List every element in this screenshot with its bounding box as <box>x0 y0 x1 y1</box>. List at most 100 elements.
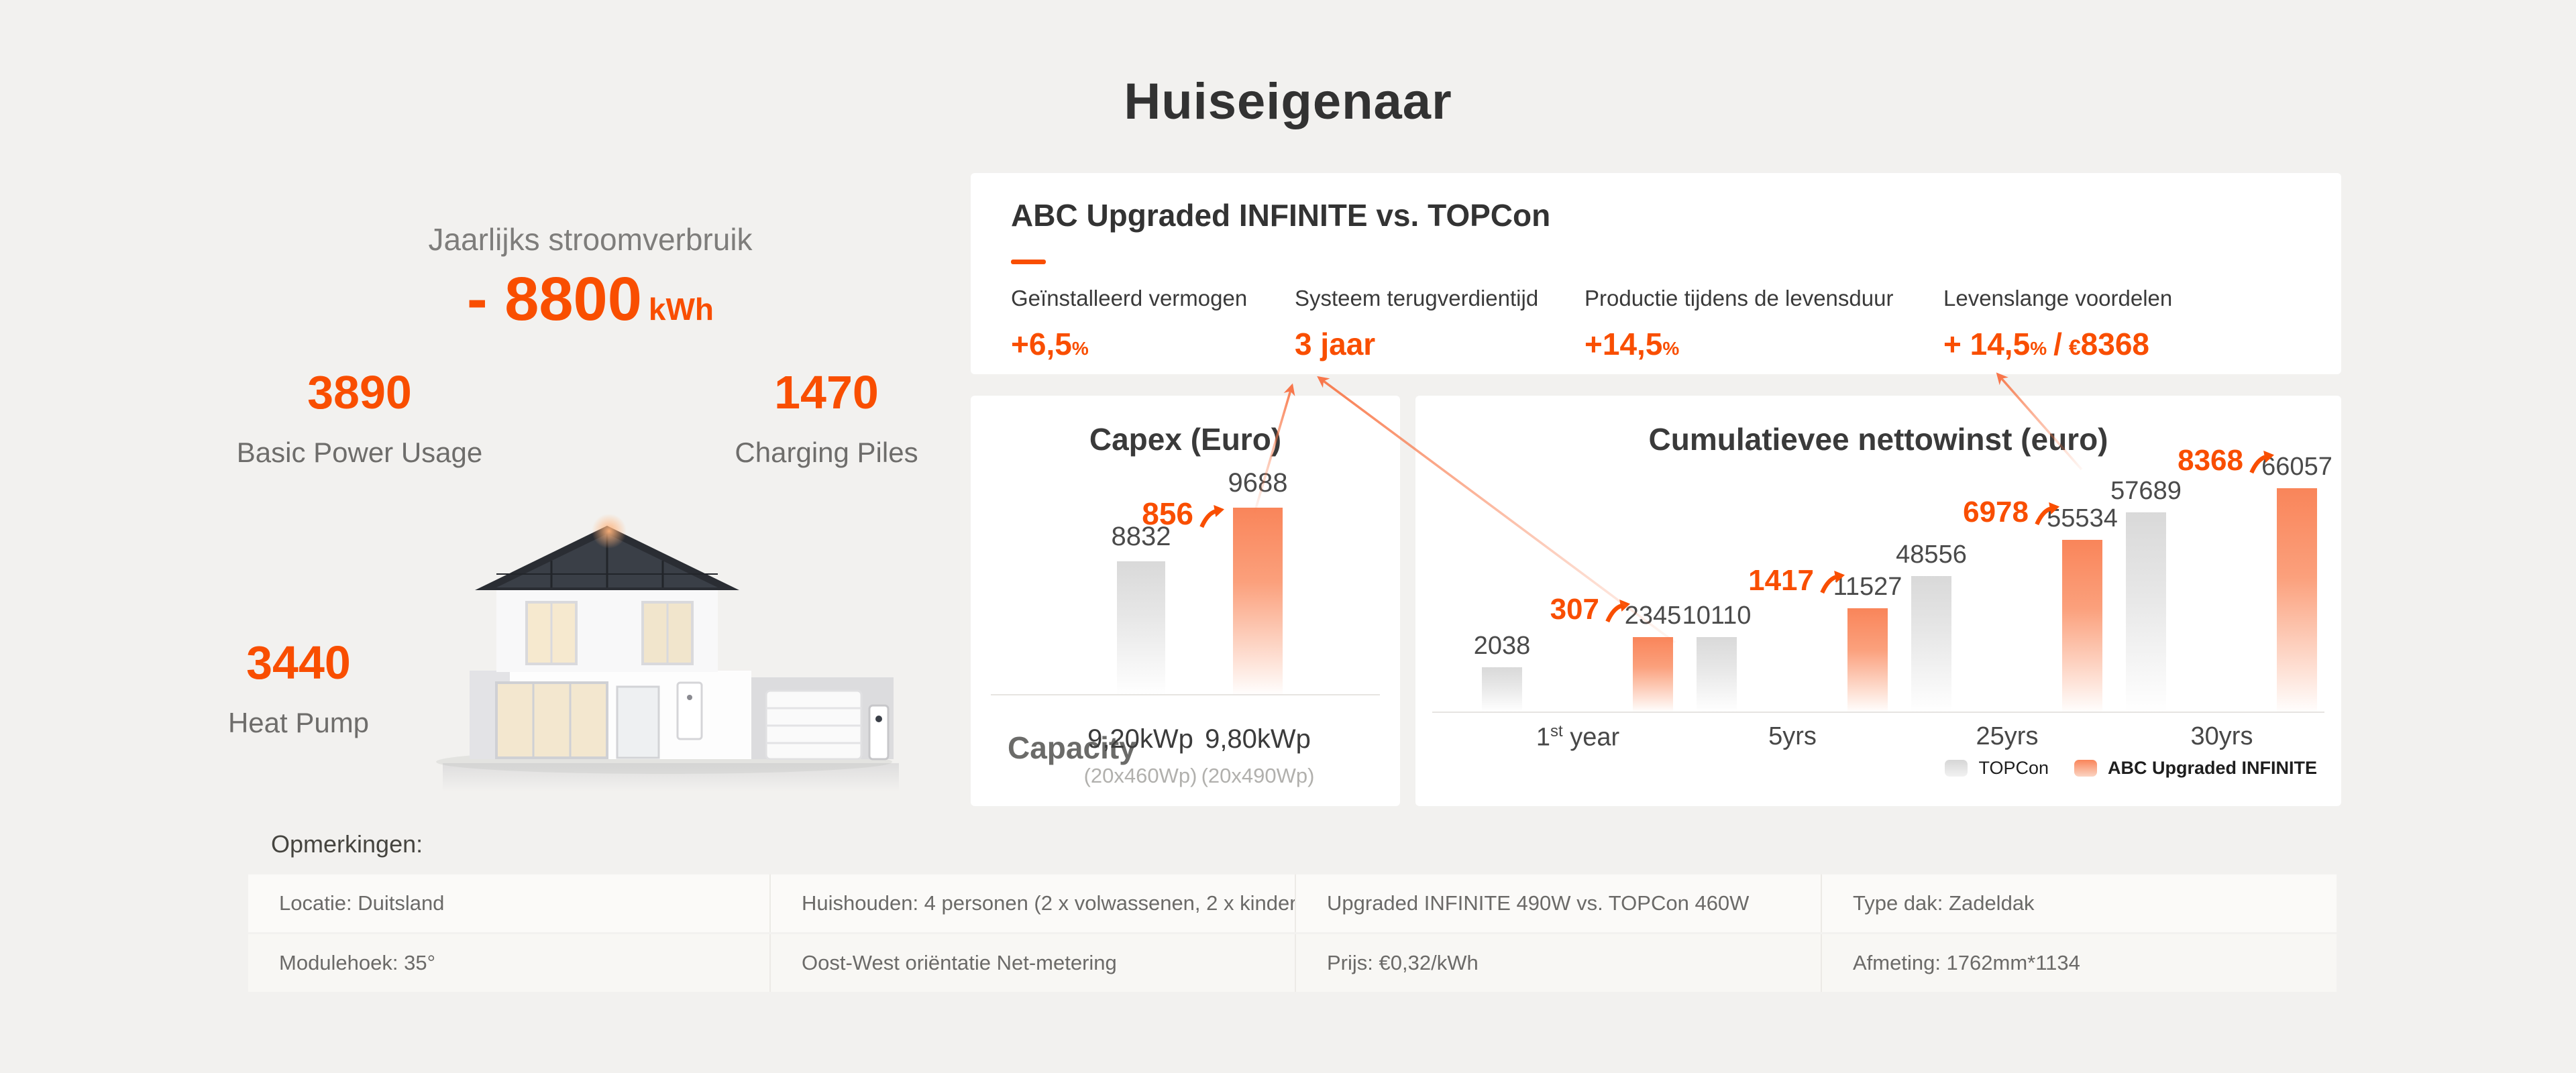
stat-value: 3890 <box>307 366 412 418</box>
annual-consumption-title: Jaarlijks stroomverbruik <box>428 222 753 257</box>
consumption-number: - 8800 <box>467 265 642 333</box>
x-label-5yrs: 5yrs <box>1768 722 1817 750</box>
notes-table: Locatie: Duitsland Huishouden: 4 persone… <box>248 874 2337 994</box>
note-cell-household: Huishouden: 4 personen (2 x volwassenen,… <box>769 874 1295 932</box>
metric-label: Geïnstalleerd vermogen <box>1011 286 1248 310</box>
topcon-bar <box>1117 561 1165 694</box>
abc-bar <box>1233 508 1283 694</box>
note-cell-location: Locatie: Duitsland <box>279 891 445 915</box>
bar-value-abc: 11527 <box>1833 573 1902 601</box>
trend-up-arrow-icon <box>1820 571 1845 594</box>
stat-basic-power: 3890 Basic Power Usage <box>212 365 507 469</box>
profit-bar-group-30yrs: 57689 66057 8368 <box>2110 396 2332 712</box>
consumption-unit: kWh <box>648 292 714 327</box>
chart-legend: TOPCon ABC Upgraded INFINITE <box>1945 758 2317 779</box>
annual-consumption-value: - 8800 kWh <box>376 264 805 335</box>
abc-bar <box>2277 488 2317 712</box>
note-cell-price: Prijs: €0,32/kWh <box>1295 934 1821 992</box>
capacity-value: 9,80kWp <box>1205 724 1311 754</box>
metric-value: +6,5 <box>1011 327 1072 361</box>
bar-value-topcon: 57689 <box>2110 477 2182 505</box>
trend-up-arrow-icon <box>1605 600 1630 623</box>
capacity-detail: (20x460Wp) <box>1083 764 1197 787</box>
note-cell-module-angle: Modulehoek: 35° <box>279 951 435 974</box>
abc-bar <box>1633 637 1673 712</box>
stat-charging-piles: 1470 Charging Piles <box>679 365 974 469</box>
separator: / <box>2053 327 2062 361</box>
page-title: Huiseigenaar <box>1124 73 1452 130</box>
percent-sign: % <box>2030 338 2047 359</box>
house-illustration <box>436 514 899 791</box>
capex-chart-panel: Capex (Euro) 8832 9688 856 Capacity 9,20… <box>971 396 1400 806</box>
note-cell-roof-type: Type dak: Zadeldak <box>1821 874 2337 932</box>
topcon-swatch <box>1945 760 1968 777</box>
capex-diff-label: 856 <box>1142 496 1224 532</box>
metric-amount: 8368 <box>2080 327 2150 361</box>
bar-value-topcon: 8832 <box>1111 522 1171 551</box>
metric-lifetime-production: Productie tijdens de levensduur +14,5% <box>1585 286 1893 362</box>
x-label-1st-year: 1st year <box>1536 722 1620 752</box>
topcon-bar <box>1697 637 1737 712</box>
bar-value-abc: 55534 <box>2047 504 2118 532</box>
diff-value: 6978 <box>1963 496 2029 528</box>
percent-sign: % <box>1662 338 1680 359</box>
legend-abc-label: ABC Upgraded INFINITE <box>2107 758 2317 778</box>
note-cell-dimensions: Afmeting: 1762mm*1134 <box>1821 934 2337 992</box>
x-label-25yrs: 25yrs <box>1976 722 2039 750</box>
stat-heat-pump: 3440 Heat Pump <box>151 636 446 739</box>
euro-sign: € <box>2068 335 2081 359</box>
diff-value: 1417 <box>1748 564 1814 597</box>
metric-payback-time: Systeem terugverdientijd 3 jaar <box>1295 286 1538 362</box>
capex-chart-title: Capex (Euro) <box>1089 422 1282 457</box>
diff-label: 1417 <box>1748 564 1845 598</box>
x-label-30yrs: 30yrs <box>2190 722 2253 750</box>
topcon-bar <box>2126 512 2166 712</box>
abc-swatch <box>2074 760 2097 777</box>
note-cell-orientation: Oost-West oriëntatie Net-metering <box>769 934 1295 992</box>
bar-value-topcon: 48556 <box>1896 541 1967 569</box>
abc-bar <box>2062 540 2102 712</box>
capacity-option-abc: 9,80kWp (20x490Wp) <box>1201 724 1315 788</box>
notes-heading: Opmerkingen: <box>271 830 423 858</box>
metric-value: +14,5 <box>1585 327 1663 361</box>
percent-sign: % <box>1071 338 1089 359</box>
profit-bar-group-1st-year: 2038 2345 307 <box>1470 396 1685 712</box>
capacity-value: 9,20kWp <box>1087 724 1193 754</box>
bar-value-abc: 9688 <box>1228 468 1288 498</box>
stat-label: Basic Power Usage <box>236 437 483 468</box>
bar-value-topcon: 10110 <box>1682 602 1752 630</box>
abc-bar <box>1847 608 1888 712</box>
profit-baseline <box>1432 712 2324 713</box>
notes-row: Modulehoek: 35° Oost-West oriëntatie Net… <box>248 934 2337 992</box>
diff-label: 6978 <box>1963 496 2059 529</box>
bar-value-topcon: 2038 <box>1473 632 1531 660</box>
legend-topcon-label: TOPCon <box>1978 758 2049 778</box>
trend-up-arrow-icon <box>2035 502 2059 526</box>
diff-label: 307 <box>1550 593 1630 626</box>
metric-installed-power: Geïnstalleerd vermogen +6,5% <box>1011 286 1247 362</box>
capex-bars: 8832 9688 856 <box>971 396 1400 694</box>
diff-value: 307 <box>1550 593 1599 626</box>
metric-lifetime-benefits: Levenslange voordelen + 14,5% / €8368 <box>1943 286 2172 362</box>
profit-chart-panel: Cumulatievee nettowinst (euro) 2038 2345… <box>1415 396 2341 806</box>
metric-label: Systeem terugverdientijd <box>1295 286 1539 310</box>
metric-value: + 14,5 <box>1943 327 2031 361</box>
note-cell-modules: Upgraded INFINITE 490W vs. TOPCon 460W <box>1295 874 1821 932</box>
notes-row: Locatie: Duitsland Huishouden: 4 persone… <box>248 874 2337 932</box>
trend-up-arrow-icon <box>1199 505 1224 528</box>
trend-up-arrow-icon <box>2249 451 2274 474</box>
capacity-detail: (20x490Wp) <box>1201 764 1315 787</box>
bar-value-abc: 66057 <box>2261 453 2332 481</box>
capacity-label: Capacity <box>1008 730 1136 765</box>
capacity-option-topcon: 9,20kWp (20x460Wp) <box>1084 724 1197 788</box>
topcon-bar <box>1482 667 1522 712</box>
stat-value: 1470 <box>774 366 879 418</box>
comparison-metrics-panel: ABC Upgraded INFINITE vs. TOPCon Geïnsta… <box>971 173 2341 374</box>
diff-value: 856 <box>1142 496 1193 531</box>
metric-label: Levenslange voordelen <box>1943 286 2173 310</box>
heading-accent-underline <box>1011 260 1046 264</box>
profit-bar-group-25yrs: 48556 55534 6978 <box>1896 396 2118 712</box>
metric-value: 3 jaar <box>1295 327 1376 361</box>
capex-baseline <box>991 694 1380 695</box>
diff-value: 8368 <box>2178 444 2243 477</box>
